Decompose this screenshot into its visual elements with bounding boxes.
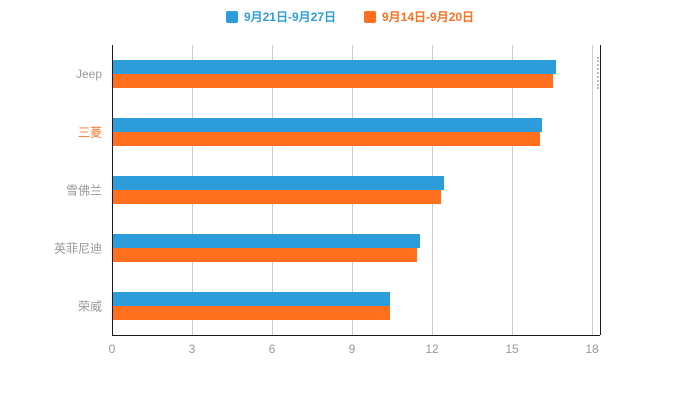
legend-item-week2[interactable]: 9月21日-9月27日 <box>225 8 336 25</box>
x-axis-tick-label: 18 <box>585 342 599 356</box>
legend-marker-orange <box>364 10 376 23</box>
x-axis-tick-label: 0 <box>108 342 116 356</box>
legend: 9月21日-9月27日 9月14日-9月20日 <box>0 8 700 25</box>
right-border-line <box>600 45 601 335</box>
x-axis-tick-label: 15 <box>505 342 519 356</box>
data-zoom-dots[interactable] <box>597 57 599 89</box>
category-label-3: 雪佛兰 <box>65 183 102 198</box>
bar-9月14日-9月20日-Jeep[interactable] <box>113 74 553 88</box>
bar-9月21日-9月27日-英菲尼迪[interactable] <box>113 234 420 248</box>
x-axis-tick-label: 12 <box>425 342 439 356</box>
bar-9月14日-9月20日-三菱[interactable] <box>113 132 540 146</box>
category-label-5: 荣威 <box>77 299 102 314</box>
gridline <box>592 45 593 335</box>
x-axis-tick-label: 9 <box>348 342 356 356</box>
bar-9月21日-9月27日-雪佛兰[interactable] <box>113 176 444 190</box>
bar-9月14日-9月20日-英菲尼迪[interactable] <box>113 248 417 262</box>
bar-9月14日-9月20日-荣威[interactable] <box>113 306 391 320</box>
legend-label-week2: 9月21日-9月27日 <box>243 10 336 24</box>
gridline <box>512 45 513 335</box>
x-axis-tick-label: 6 <box>268 342 276 356</box>
category-label-1: Jeep <box>75 67 102 81</box>
bar-9月14日-9月20日-雪佛兰[interactable] <box>113 190 441 204</box>
x-axis-line <box>112 335 600 336</box>
bar-9月21日-9月27日-荣威[interactable] <box>113 292 391 306</box>
category-label-2: 三菱 <box>77 125 102 140</box>
category-label-4: 英菲尼迪 <box>53 241 102 256</box>
bar-9月21日-9月27日-三菱[interactable] <box>113 118 543 132</box>
y-axis-line <box>112 45 113 335</box>
legend-label-week1: 9月14日-9月20日 <box>382 10 475 24</box>
legend-item-week1[interactable]: 9月14日-9月20日 <box>364 8 474 25</box>
legend-marker-blue <box>225 10 238 23</box>
x-axis-tick-label: 3 <box>188 342 196 356</box>
bar-9月21日-9月27日-Jeep[interactable] <box>113 60 556 74</box>
